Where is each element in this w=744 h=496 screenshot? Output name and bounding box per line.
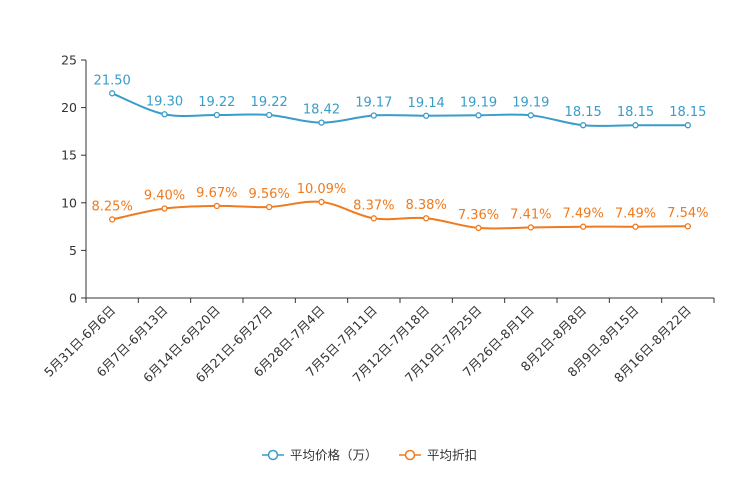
series-line <box>111 92 688 127</box>
data-point[interactable] <box>370 215 377 222</box>
data-point[interactable] <box>475 224 482 232</box>
data-point[interactable] <box>580 122 587 129</box>
data-point[interactable] <box>527 224 534 231</box>
y-tick-label: 25 <box>61 53 77 68</box>
data-point[interactable] <box>109 216 116 223</box>
data-point[interactable] <box>632 223 639 230</box>
data-label: 9.67% <box>196 186 237 201</box>
data-point[interactable] <box>318 119 325 126</box>
legend-label-price: 平均价格（万） <box>290 448 378 463</box>
data-point[interactable] <box>423 112 430 119</box>
data-point[interactable] <box>423 215 430 222</box>
data-label: 7.49% <box>615 207 656 222</box>
data-point[interactable] <box>632 122 639 129</box>
data-label: 7.36% <box>458 208 499 223</box>
data-point[interactable] <box>318 198 325 206</box>
data-point[interactable] <box>580 223 587 230</box>
series-layer: 21.50 19.30 19.22 19.22 18.42 19.17 19.14 19.19… <box>92 73 708 232</box>
data-label: 19.22 <box>198 95 235 110</box>
data-label: 19.22 <box>251 95 288 110</box>
data-point[interactable] <box>684 223 691 230</box>
data-label: 18.42 <box>303 103 340 118</box>
data-label: 9.56% <box>249 187 290 202</box>
data-label: 7.41% <box>510 207 551 222</box>
y-tick-label: 10 <box>61 195 77 210</box>
data-point[interactable] <box>109 90 116 97</box>
data-label: 18.15 <box>617 105 654 120</box>
y-tick-label: 5 <box>69 243 77 258</box>
data-label: 8.37% <box>353 198 394 213</box>
data-label: 18.15 <box>669 105 706 120</box>
y-tick-label: 0 <box>69 291 77 306</box>
data-point[interactable] <box>161 111 168 118</box>
data-label: 19.19 <box>512 95 549 110</box>
series-line <box>111 200 688 230</box>
data-label: 9.40% <box>144 189 185 204</box>
data-point[interactable] <box>266 111 273 119</box>
data-label: 19.14 <box>408 96 445 111</box>
legend-label-discount: 平均折扣 <box>427 448 477 463</box>
legend-marker-discount <box>404 449 416 461</box>
data-point[interactable] <box>213 111 220 119</box>
series-1: 8.25% 9.40% 9.67% 9.56% 10.09% 8.37% 8.38% 7.36… <box>92 182 708 232</box>
legend-marker-price <box>267 449 279 461</box>
data-label: 19.17 <box>355 96 392 111</box>
data-point[interactable] <box>213 202 220 210</box>
legend: 平均价格（万） 平均折扣 <box>262 448 477 463</box>
data-point[interactable] <box>161 205 168 212</box>
data-label: 8.38% <box>406 198 447 213</box>
data-label: 7.49% <box>563 207 604 222</box>
data-label: 10.09% <box>297 182 347 197</box>
data-label: 7.54% <box>667 206 708 221</box>
y-tick-label: 15 <box>61 148 77 163</box>
data-point[interactable] <box>527 112 534 119</box>
data-point[interactable] <box>266 203 273 211</box>
y-tick-label: 20 <box>61 100 77 115</box>
data-label: 18.15 <box>565 105 602 120</box>
data-point[interactable] <box>684 122 691 129</box>
data-label: 19.30 <box>146 94 183 109</box>
data-point[interactable] <box>475 112 482 119</box>
data-point[interactable] <box>370 112 377 119</box>
data-label: 19.19 <box>460 95 497 110</box>
series-0: 21.50 19.30 19.22 19.22 18.42 19.17 19.14 19.19… <box>94 73 706 129</box>
data-label: 21.50 <box>94 73 131 88</box>
legend-item-price[interactable]: 平均价格（万） <box>262 448 378 463</box>
legend-item-discount[interactable]: 平均折扣 <box>399 448 477 463</box>
data-label: 8.25% <box>92 199 133 214</box>
